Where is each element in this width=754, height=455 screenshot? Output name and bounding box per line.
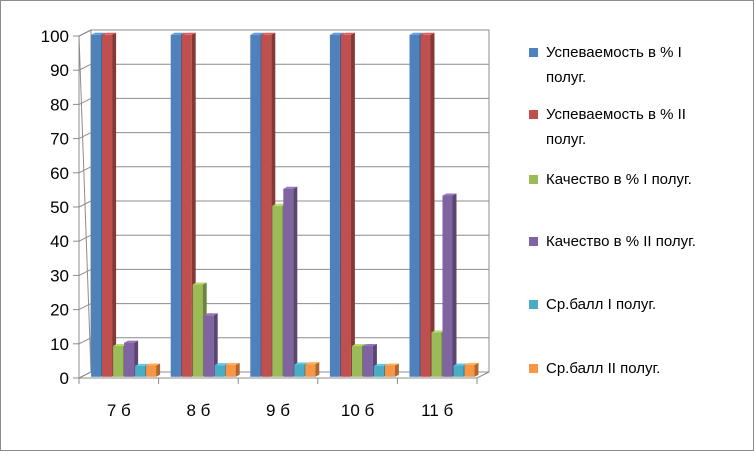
y-tick-label: 20 [50, 301, 69, 320]
legend-label: полуг. [546, 131, 586, 148]
y-tick-label: 100 [41, 27, 69, 46]
legend-swatch [529, 110, 538, 119]
gridline-side [78, 234, 92, 242]
gridline-side [78, 132, 92, 140]
legend-label: полуг. [546, 69, 586, 86]
y-tick-label: 30 [50, 266, 69, 285]
gridline-side [78, 63, 92, 71]
y-tick-label: 40 [50, 232, 69, 251]
gridline-side [78, 166, 92, 174]
legend-label: Качество в % I полуг. [546, 171, 692, 188]
gridline-side [78, 303, 92, 311]
y-tick-label: 90 [50, 61, 69, 80]
bar [340, 32, 355, 377]
bar [283, 186, 298, 377]
bar [384, 363, 399, 377]
legend-entry: Ср.балл II полуг. [529, 360, 660, 377]
gridline-side [78, 29, 92, 37]
x-tick-label: 7 б [107, 401, 131, 420]
legend-swatch [529, 364, 538, 373]
y-tick-label: 10 [50, 335, 69, 354]
bar [225, 362, 240, 377]
y-tick-label: 70 [50, 130, 69, 149]
gridline-side [78, 268, 92, 276]
gridline-side [78, 337, 92, 345]
x-axis-categories: 7 б 8 б 9 б 10 б 11 б [78, 378, 478, 420]
y-tick-label: 0 [60, 369, 69, 388]
y-tick-label: 60 [50, 164, 69, 183]
bar [305, 362, 320, 377]
floor [78, 371, 490, 379]
x-tick-label: 11 б [421, 401, 453, 420]
y-tick-label: 50 [50, 198, 69, 217]
gridline-side [78, 97, 92, 105]
gridline-side [78, 200, 92, 208]
bar [464, 362, 479, 377]
legend-swatch [529, 237, 538, 246]
legend-entry: Ср.балл I полуг. [529, 296, 656, 313]
x-tick-label: 9 б [266, 401, 290, 420]
bar [442, 193, 457, 377]
legend-entry: Успеваемость в % I полуг. [529, 44, 682, 86]
x-tick-label: 8 б [186, 401, 210, 420]
legend-swatch [529, 48, 538, 57]
legend-label: Ср.балл II полуг. [546, 360, 660, 377]
legend-label: Успеваемость в % I [546, 44, 682, 61]
bar [146, 363, 161, 377]
legend-swatch [529, 175, 538, 184]
y-axis-ticks: 0 10 20 30 40 50 60 70 80 90 100 [41, 27, 80, 388]
legend-label: Ср.балл I полуг. [546, 296, 656, 313]
bars [91, 32, 479, 377]
legend-swatch [529, 300, 538, 309]
legend-label: Успеваемость в % II [546, 106, 686, 123]
bar [102, 32, 117, 377]
legend-entry: Качество в % II полуг. [529, 233, 696, 250]
y-tick-label: 80 [50, 95, 69, 114]
x-tick-label: 10 б [341, 401, 375, 420]
legend-entry: Качество в % I полуг. [529, 171, 692, 188]
bar [203, 313, 218, 377]
legend-entry: Успеваемость в % II полуг. [529, 106, 686, 148]
bar [420, 32, 435, 377]
legend-label: Качество в % II полуг. [546, 233, 696, 250]
